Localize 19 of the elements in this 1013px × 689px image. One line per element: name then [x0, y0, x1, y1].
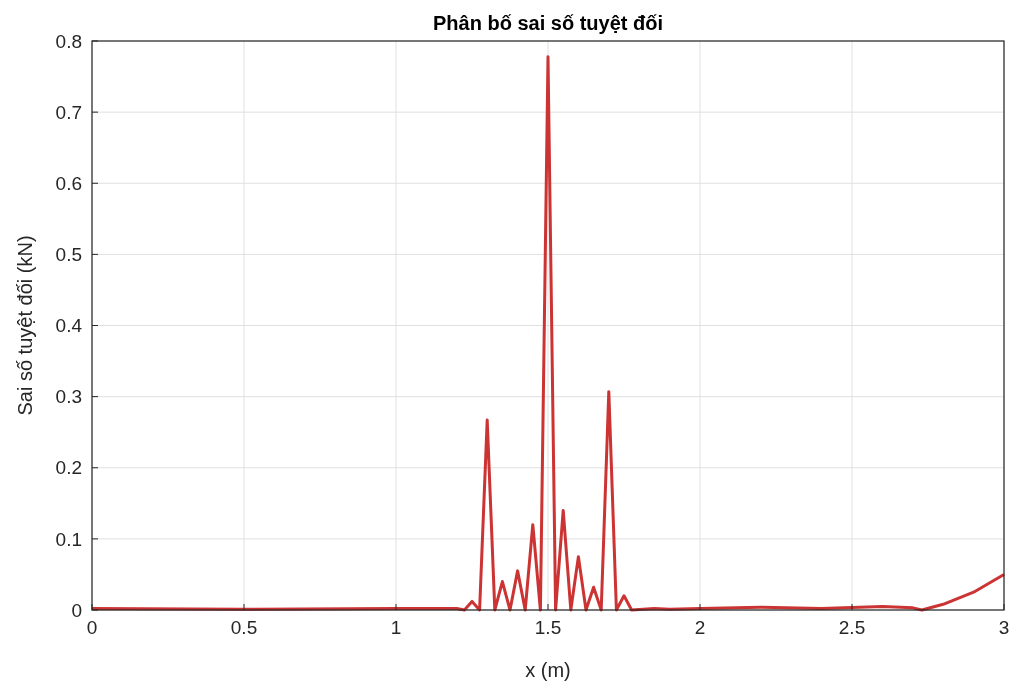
- y-tick-label: 0.1: [55, 528, 82, 550]
- y-tick-label: 0.5: [55, 244, 82, 266]
- x-tick-label: 3: [998, 617, 1010, 638]
- y-tick-label: 0.2: [55, 457, 82, 479]
- x-tick-label: 1.5: [534, 617, 562, 638]
- x-axis-title: x (m): [525, 659, 571, 681]
- y-tick-label: 0.8: [55, 30, 82, 52]
- y-tick-label: 0.4: [55, 315, 83, 337]
- x-tick-label: 2.5: [838, 617, 866, 638]
- y-tick-label: 0.7: [55, 101, 82, 123]
- y-tick-label: 0.3: [55, 386, 82, 408]
- x-tick-label: 0: [86, 617, 98, 638]
- chart-title: Phân bố sai số tuyệt đối: [432, 12, 664, 34]
- x-tick-label: 2: [694, 617, 706, 638]
- x-tick-label: 1: [390, 617, 402, 638]
- x-tick-label: 0.5: [230, 617, 258, 638]
- y-tick-label: 0: [71, 599, 82, 621]
- y-tick-label: 0.6: [55, 172, 82, 194]
- y-axis-title: Sai số tuyệt đối (kN): [14, 235, 36, 416]
